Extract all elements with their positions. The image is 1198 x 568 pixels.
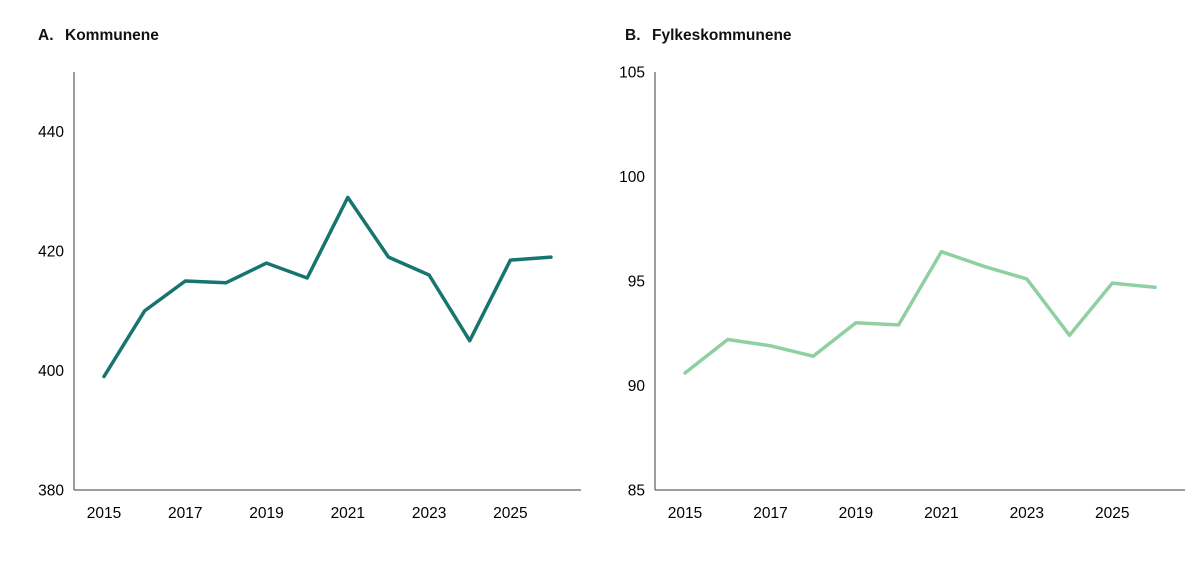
svg-text:105: 105 — [619, 65, 645, 82]
panel-kommunene: A. Kommunene 380 400 420 440 2015 2017 2019 2021… — [0, 0, 598, 568]
chart-kommunene-canvas: 380 400 420 440 2015 2017 2019 2021 2023 2025 — [38, 72, 581, 522]
svg-text:2025: 2025 — [493, 505, 527, 522]
panel-a-name: Kommunene — [65, 27, 159, 44]
panel-b-letter: B. — [625, 27, 641, 44]
svg-text:2017: 2017 — [168, 505, 202, 522]
svg-text:2019: 2019 — [839, 505, 873, 522]
panel-b-name: Fylkeskommunene — [652, 27, 792, 44]
svg-text:2021: 2021 — [924, 505, 958, 522]
svg-text:100: 100 — [619, 169, 645, 186]
svg-text:420: 420 — [38, 244, 64, 261]
svg-text:440: 440 — [38, 124, 64, 141]
svg-text:90: 90 — [628, 378, 646, 395]
svg-text:85: 85 — [628, 483, 645, 500]
svg-text:2015: 2015 — [668, 505, 702, 522]
svg-text:2015: 2015 — [87, 505, 121, 522]
svg-text:2023: 2023 — [412, 505, 446, 522]
panel-b-title: B. Fylkeskommunene — [625, 26, 1198, 45]
svg-text:95: 95 — [628, 274, 645, 291]
svg-text:2017: 2017 — [753, 505, 787, 522]
svg-text:2021: 2021 — [331, 505, 365, 522]
chart-fylkeskommunene-canvas: 85 90 95 100 105 2015 2017 2019 2021 2023 2025 — [619, 65, 1185, 522]
svg-text:2023: 2023 — [1010, 505, 1044, 522]
panel-a-title: A. Kommunene — [38, 26, 598, 45]
svg-text:400: 400 — [38, 363, 64, 380]
panel-fylkeskommunene: B. Fylkeskommunene 85 90 95 100 105 2015 2017 20… — [598, 0, 1198, 568]
panel-a-letter: A. — [38, 27, 54, 44]
svg-text:2019: 2019 — [249, 505, 283, 522]
svg-text:2025: 2025 — [1095, 505, 1129, 522]
svg-text:380: 380 — [38, 483, 64, 500]
